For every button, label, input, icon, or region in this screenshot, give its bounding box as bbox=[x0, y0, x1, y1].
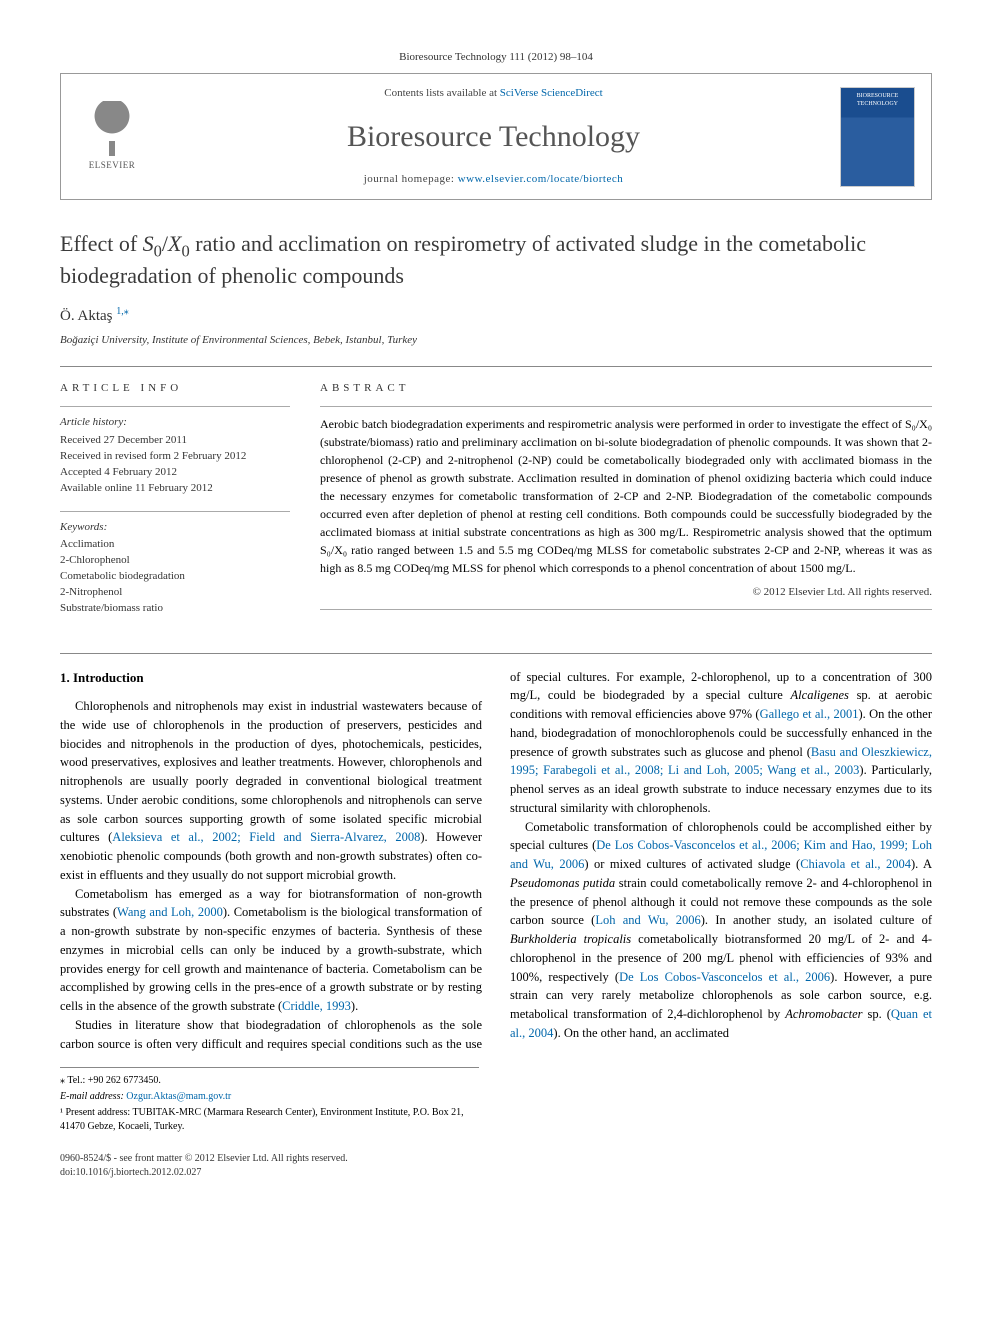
citation-link[interactable]: Gallego et al., 2001 bbox=[760, 707, 859, 721]
article-title: Effect of S0/X0 ratio and acclimation on… bbox=[60, 230, 932, 290]
abstract-block: ABSTRACT Aerobic batch biodegradation ex… bbox=[320, 381, 932, 631]
info-separator bbox=[60, 511, 290, 512]
title-var-x: X bbox=[168, 231, 181, 256]
article-body: 1. Introduction Chlorophenols and nitrop… bbox=[60, 668, 932, 1054]
tel-label: ⁎ Tel.: bbox=[60, 1075, 88, 1086]
journal-header-box: ELSEVIER Contents lists available at Sci… bbox=[60, 73, 932, 200]
body-paragraph: Chlorophenols and nitrophenols may exist… bbox=[60, 697, 482, 885]
body-text: sp. ( bbox=[863, 1007, 891, 1021]
section-heading: 1. Introduction bbox=[60, 668, 482, 688]
article-info-block: ARTICLE INFO Article history: Received 2… bbox=[60, 381, 290, 631]
revised-date: Received in revised form 2 February 2012 bbox=[60, 449, 290, 465]
citation-link[interactable]: Criddle, 1993 bbox=[282, 999, 351, 1013]
title-var-s: S bbox=[143, 231, 154, 256]
sciencedirect-link[interactable]: SciVerse ScienceDirect bbox=[500, 87, 603, 99]
species-name: Burkholderia tropicalis bbox=[510, 932, 631, 946]
page-footer: 0960-8524/$ - see front matter © 2012 El… bbox=[60, 1152, 932, 1180]
homepage-link[interactable]: www.elsevier.com/locate/biortech bbox=[458, 173, 624, 185]
present-address-note: ¹ Present address: TUBITAK-MRC (Marmara … bbox=[60, 1106, 479, 1134]
citation-link[interactable]: Chiavola et al., 2004 bbox=[800, 857, 911, 871]
contents-prefix: Contents lists available at bbox=[384, 87, 499, 99]
keyword: Acclimation bbox=[60, 537, 290, 553]
online-date: Available online 11 February 2012 bbox=[60, 481, 290, 497]
citation-link[interactable]: Loh and Wu, 2006 bbox=[595, 913, 700, 927]
header-citation: Bioresource Technology 111 (2012) 98–104 bbox=[60, 50, 932, 65]
body-paragraph: Cometabolism has emerged as a way for bi… bbox=[60, 885, 482, 1016]
article-info-heading: ARTICLE INFO bbox=[60, 381, 290, 396]
separator-line bbox=[60, 653, 932, 654]
title-sub-1: 0 bbox=[154, 242, 162, 261]
info-separator bbox=[60, 406, 290, 407]
footnotes-block: ⁎ Tel.: +90 262 6773450. E-mail address:… bbox=[60, 1067, 479, 1134]
author-corresp-link[interactable]: ⁎ bbox=[124, 306, 129, 317]
contents-line: Contents lists available at SciVerse Sci… bbox=[147, 86, 840, 101]
corresp-email: E-mail address: Ozgur.Aktas@mam.gov.tr bbox=[60, 1090, 479, 1104]
history-label: Article history: bbox=[60, 415, 290, 430]
corresp-tel: ⁎ Tel.: +90 262 6773450. bbox=[60, 1074, 479, 1088]
keywords-label: Keywords: bbox=[60, 520, 290, 535]
keyword: Substrate/biomass ratio bbox=[60, 601, 290, 617]
abstract-separator-bottom bbox=[320, 609, 932, 610]
homepage-prefix: journal homepage: bbox=[364, 173, 458, 185]
abstract-separator bbox=[320, 406, 932, 407]
keyword: 2-Nitrophenol bbox=[60, 585, 290, 601]
email-label: E-mail address: bbox=[60, 1091, 126, 1102]
body-text: ). bbox=[351, 999, 358, 1013]
citation-link[interactable]: Wang and Loh, 2000 bbox=[117, 905, 223, 919]
email-link[interactable]: Ozgur.Aktas@mam.gov.tr bbox=[126, 1091, 231, 1102]
journal-name: Bioresource Technology bbox=[147, 116, 840, 158]
cover-title: BIORESOURCE TECHNOLOGY bbox=[841, 88, 914, 113]
body-text: Chlorophenols and nitrophenols may exist… bbox=[60, 699, 482, 844]
tel-value: +90 262 6773450. bbox=[88, 1075, 161, 1086]
title-sub-2: 0 bbox=[182, 242, 190, 261]
author-affil-link[interactable]: 1, bbox=[116, 306, 124, 317]
keyword: 2-Chlorophenol bbox=[60, 553, 290, 569]
abstract-heading: ABSTRACT bbox=[320, 381, 932, 396]
note-text: Present address: TUBITAK-MRC (Marmara Re… bbox=[60, 1107, 464, 1132]
elsevier-logo: ELSEVIER bbox=[77, 97, 147, 177]
affiliation: Boğaziçi University, Institute of Enviro… bbox=[60, 333, 932, 348]
abstract-copyright: © 2012 Elsevier Ltd. All rights reserved… bbox=[320, 585, 932, 600]
species-name: Alcaligenes bbox=[791, 688, 849, 702]
title-text-1: Effect of bbox=[60, 231, 143, 256]
species-name: Pseudomonas putida bbox=[510, 876, 615, 890]
species-name: Achromobacter bbox=[785, 1007, 862, 1021]
journal-cover-thumbnail: BIORESOURCE TECHNOLOGY bbox=[840, 87, 915, 187]
accepted-date: Accepted 4 February 2012 bbox=[60, 465, 290, 481]
elsevier-label: ELSEVIER bbox=[89, 159, 136, 172]
footer-copyright: 0960-8524/$ - see front matter © 2012 El… bbox=[60, 1152, 348, 1166]
body-text: ). A bbox=[911, 857, 932, 871]
keyword: Cometabolic biodegradation bbox=[60, 569, 290, 585]
authors: Ö. Aktaş 1,⁎ bbox=[60, 305, 932, 327]
body-text: ). On the other hand, an acclimated bbox=[553, 1026, 729, 1040]
received-date: Received 27 December 2011 bbox=[60, 433, 290, 449]
author-name: Ö. Aktaş bbox=[60, 308, 113, 324]
homepage-line: journal homepage: www.elsevier.com/locat… bbox=[147, 172, 840, 187]
elsevier-tree-icon bbox=[87, 101, 137, 151]
body-text: ). In another study, an isolated culture… bbox=[701, 913, 932, 927]
body-paragraph: Cometabolic transformation of chlorophen… bbox=[510, 818, 932, 1043]
citation-link[interactable]: De Los Cobos-Vasconcelos et al., 2006 bbox=[619, 970, 830, 984]
separator-line bbox=[60, 366, 932, 367]
body-text: ) or mixed cultures of activated sludge … bbox=[584, 857, 800, 871]
citation-link[interactable]: Aleksieva et al., 2002; Field and Sierra… bbox=[112, 830, 420, 844]
abstract-text: Aerobic batch biodegradation experiments… bbox=[320, 415, 932, 577]
footer-doi: doi:10.1016/j.biortech.2012.02.027 bbox=[60, 1166, 348, 1180]
